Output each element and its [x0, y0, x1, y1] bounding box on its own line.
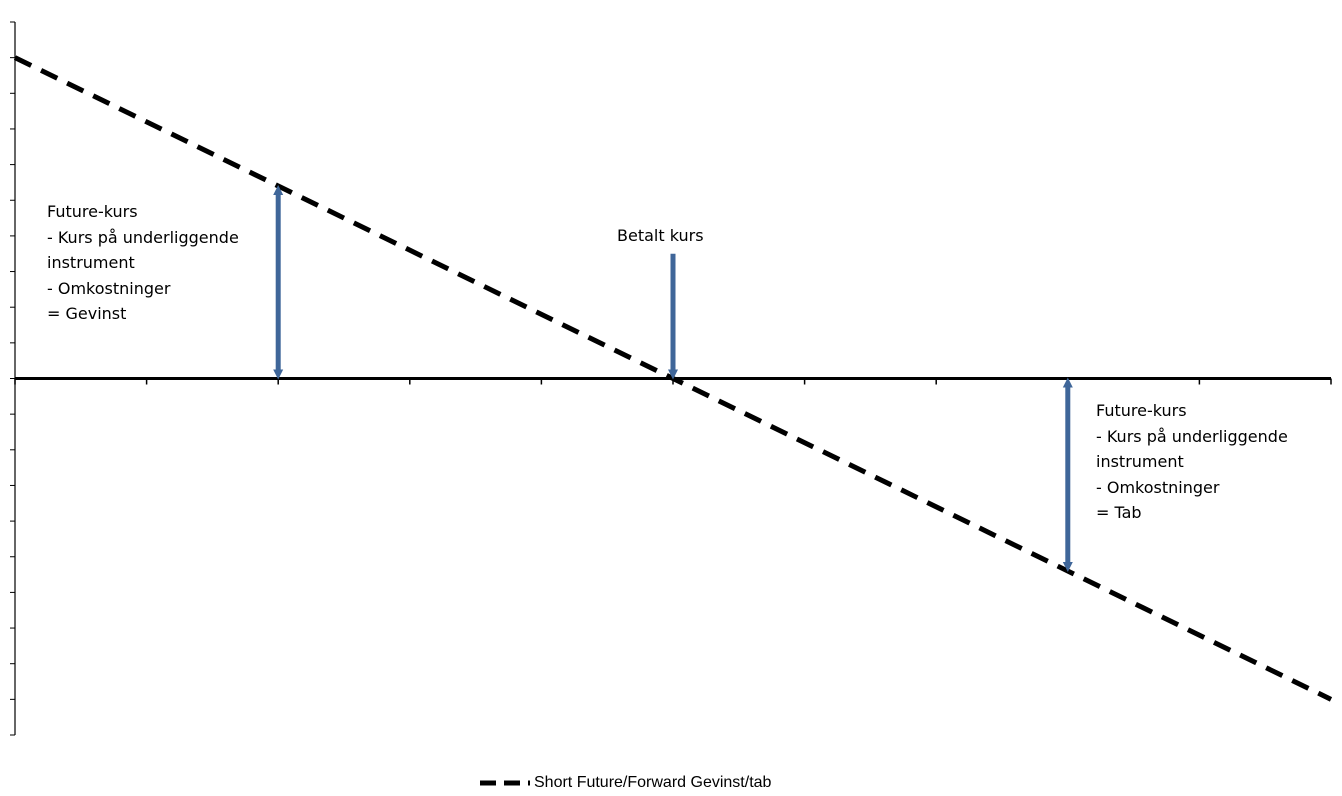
- gain-line-3: instrument: [47, 253, 135, 272]
- paid-annotation: Betalt kurs: [617, 223, 704, 249]
- gain-line-1: Future-kurs: [47, 202, 138, 221]
- loss-line-2: - Kurs på underliggende: [1096, 426, 1288, 446]
- paid-arrow-head: [668, 369, 678, 380]
- loss-line-5: = Tab: [1096, 503, 1142, 522]
- loss-arrow-head-top: [1062, 377, 1073, 388]
- legend-dash-icon: [480, 780, 530, 786]
- loss-line-3: instrument: [1096, 452, 1184, 471]
- loss-line-1: Future-kurs: [1096, 401, 1187, 420]
- gain-line-2: - Kurs på underliggende: [47, 227, 239, 247]
- loss-annotation: Future-kurs - Kurs på underliggende inst…: [1096, 398, 1288, 526]
- loss-arrow-head-bottom: [1062, 562, 1073, 573]
- legend-label: Short Future/Forward Gevinst/tab: [534, 774, 772, 791]
- paid-line-1: Betalt kurs: [617, 226, 704, 245]
- gain-line-5: = Gevinst: [47, 304, 127, 323]
- payoff-chart: [10, 21, 1333, 736]
- gain-arrow-head-top: [273, 184, 284, 195]
- legend: Short Future/Forward Gevinst/tab: [478, 770, 771, 796]
- gain-line-4: - Omkostninger: [47, 278, 171, 298]
- loss-line-4: - Omkostninger: [1096, 477, 1220, 497]
- gain-annotation: Future-kurs - Kurs på underliggende inst…: [47, 199, 239, 327]
- gain-arrow-head-bottom: [273, 369, 284, 380]
